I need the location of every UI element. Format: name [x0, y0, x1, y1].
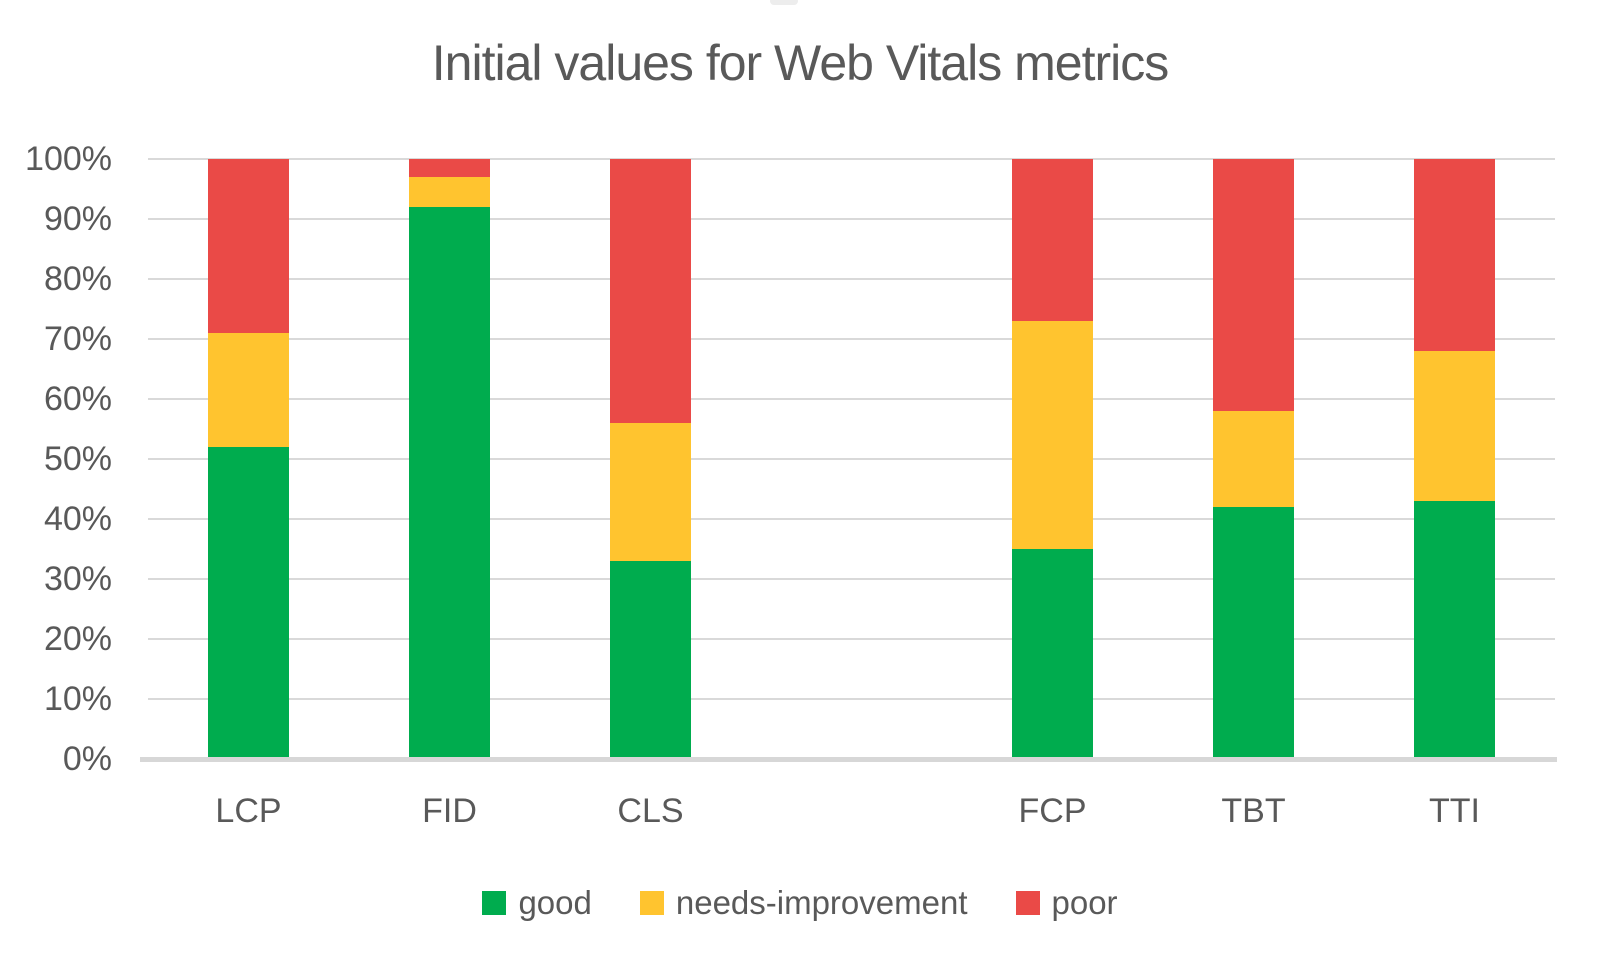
gridline-100%	[148, 158, 1555, 160]
bar-segment-LCP-needs-improvement	[208, 333, 289, 447]
y-tick-label-30%: 30%	[43, 560, 112, 598]
y-tick-label-60%: 60%	[43, 380, 112, 418]
y-tick-label-10%: 10%	[43, 680, 112, 718]
y-axis: 0% 10% 20% 30% 40% 50% 60% 70% 80% 90% 100%	[0, 0, 112, 957]
legend-label-needs-improvement: needs-improvement	[675, 884, 968, 921]
y-tick-label-40%: 40%	[43, 500, 112, 538]
gridline-20%	[148, 638, 1555, 640]
y-tick-label-20%: 20%	[43, 620, 112, 658]
y-tick-label-0%: 0%	[62, 740, 112, 778]
legend-swatch-good	[482, 891, 507, 915]
x-axis-label-FCP: FCP	[1018, 792, 1087, 830]
legend-swatch-needs-improvement	[639, 891, 664, 915]
bar-segment-TTI-needs-improvement	[1414, 351, 1495, 501]
gridline-80%	[148, 278, 1555, 280]
bar-CLS	[610, 159, 691, 759]
bar-segment-FCP-poor	[1012, 159, 1093, 321]
gridline-30%	[148, 578, 1555, 580]
bar-segment-LCP-good	[208, 447, 289, 759]
bar-segment-FID-poor	[409, 159, 490, 177]
bar-FID	[409, 159, 490, 759]
gridline-10%	[148, 698, 1555, 700]
bar-segment-TBT-needs-improvement	[1213, 411, 1294, 507]
bar-segment-CLS-good	[610, 561, 691, 759]
x-axis-label-TBT: TBT	[1221, 792, 1286, 830]
legend: good needs-improvement poor	[0, 884, 1600, 922]
bar-segment-TTI-good	[1414, 501, 1495, 759]
legend-item-needs-improvement: needs-improvement	[639, 884, 968, 922]
bar-segment-CLS-poor	[610, 159, 691, 423]
bar-segment-TTI-poor	[1414, 159, 1495, 351]
bar-TBT	[1213, 159, 1294, 759]
x-axis-line	[140, 757, 1557, 762]
bar-FCP	[1012, 159, 1093, 759]
y-tick-label-90%: 90%	[43, 200, 112, 238]
legend-label-poor: poor	[1051, 884, 1118, 921]
bar-segment-FCP-good	[1012, 549, 1093, 759]
bar-segment-CLS-needs-improvement	[610, 423, 691, 561]
plot-area	[148, 158, 1555, 759]
bar-segment-FID-good	[409, 207, 490, 759]
y-tick-label-100%: 100%	[25, 140, 112, 178]
legend-swatch-poor	[1015, 891, 1040, 915]
bar-segment-FCP-needs-improvement	[1012, 321, 1093, 549]
x-axis-label-LCP: LCP	[215, 792, 282, 830]
gridline-90%	[148, 218, 1555, 220]
y-tick-label-80%: 80%	[43, 260, 112, 298]
bar-segment-TBT-good	[1213, 507, 1294, 759]
bar-segment-LCP-poor	[208, 159, 289, 333]
page-top-artifact	[770, 0, 798, 5]
y-tick-label-50%: 50%	[43, 440, 112, 478]
legend-item-good: good	[482, 884, 592, 922]
bar-segment-TBT-poor	[1213, 159, 1294, 411]
legend-item-poor: poor	[1015, 884, 1118, 922]
gridline-40%	[148, 518, 1555, 520]
y-tick-label-70%: 70%	[43, 320, 112, 358]
chart-title: Initial values for Web Vitals metrics	[431, 35, 1169, 91]
x-axis-label-TTI: TTI	[1429, 792, 1480, 830]
bar-segment-FID-needs-improvement	[409, 177, 490, 207]
x-axis-label-FID: FID	[422, 792, 477, 830]
gridline-50%	[148, 458, 1555, 460]
gridline-70%	[148, 338, 1555, 340]
bar-LCP	[208, 159, 289, 759]
gridline-60%	[148, 398, 1555, 400]
legend-label-good: good	[518, 884, 592, 921]
bar-TTI	[1414, 159, 1495, 759]
x-axis-label-CLS: CLS	[617, 792, 684, 830]
